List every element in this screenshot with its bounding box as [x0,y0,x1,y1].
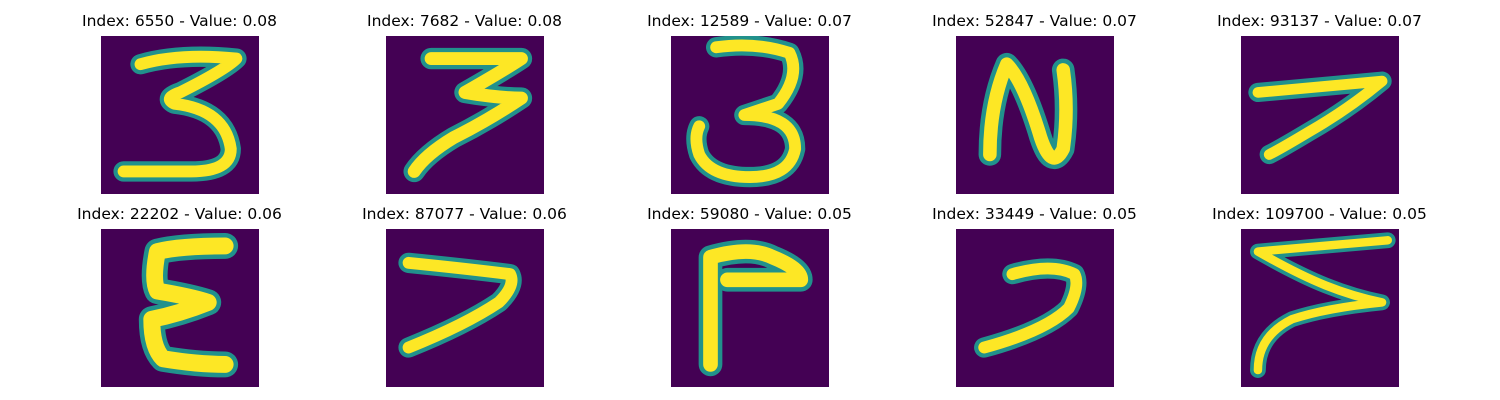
panel-3: Index: 12589 - Value: 0.07 [607,12,892,202]
panel-10: Index: 109700 - Value: 0.05 [1177,205,1462,395]
digit-image [670,229,829,387]
digit-image [1240,36,1399,194]
n-icon [978,52,1077,169]
seven-icon [397,252,522,358]
panel-9: Index: 33449 - Value: 0.05 [892,205,1177,395]
panel-7: Index: 87077 - Value: 0.06 [322,205,607,395]
digit-image [1240,229,1399,387]
panel-title: Index: 93137 - Value: 0.07 [1217,12,1422,30]
digit-image [955,36,1114,194]
panel-title: Index: 52847 - Value: 0.07 [932,12,1137,30]
panel-title: Index: 87077 - Value: 0.06 [362,205,567,223]
three-icon [112,46,247,182]
panel-5: Index: 93137 - Value: 0.07 [1177,12,1462,202]
panel-1: Index: 6550 - Value: 0.08 [37,12,322,202]
digit-image [385,229,544,387]
panel-4: Index: 52847 - Value: 0.07 [892,12,1177,202]
digit-image [100,229,259,387]
panel-title: Index: 109700 - Value: 0.05 [1212,205,1427,223]
seven-icon [1247,71,1392,165]
panel-title: Index: 12589 - Value: 0.07 [647,12,852,30]
epsilon-icon [138,232,238,378]
sigma-icon [1249,232,1396,378]
panel-2: Index: 7682 - Value: 0.08 [322,12,607,202]
panel-title: Index: 59080 - Value: 0.05 [647,205,852,223]
seven-icon [973,258,1087,358]
panel-6: Index: 22202 - Value: 0.06 [37,205,322,395]
digit-image [955,229,1114,387]
digit-image [670,36,829,194]
three-icon [685,36,805,188]
digit-image [385,36,544,194]
panel-title: Index: 6550 - Value: 0.08 [82,12,277,30]
three-icon [402,47,532,183]
panel-8: Index: 59080 - Value: 0.05 [607,205,892,395]
panel-title: Index: 33449 - Value: 0.05 [932,205,1137,223]
panel-title: Index: 7682 - Value: 0.08 [367,12,562,30]
panel-title: Index: 22202 - Value: 0.06 [77,205,282,223]
digit-image [100,36,259,194]
gamma-icon [698,239,813,377]
